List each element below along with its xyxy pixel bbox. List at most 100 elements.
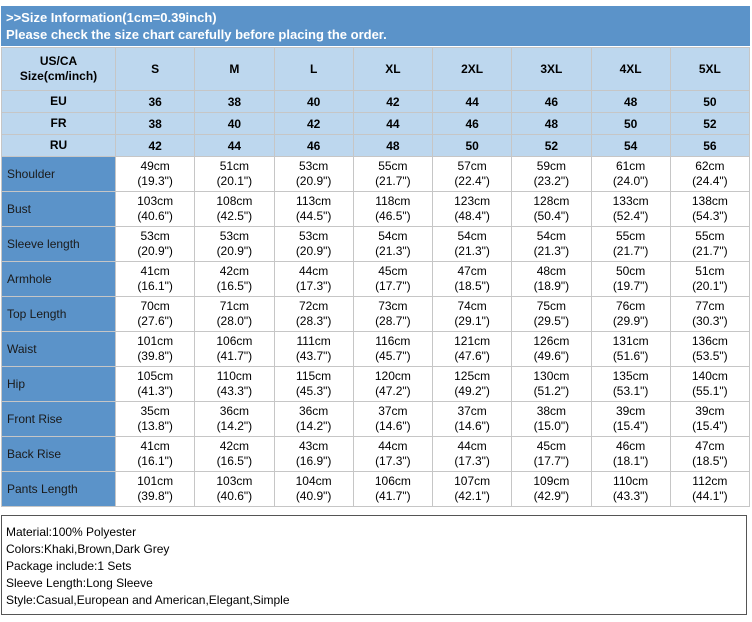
measurement-label: Back Rise [1,436,116,472]
measurement-inch: (18.5") [454,279,490,293]
measurement-cell: 118cm (46.5") [352,191,434,227]
size-header: XL [352,47,434,91]
measurement-inch: (17.3") [375,454,411,468]
measurement-cell: 77cm (30.3") [669,296,751,332]
measurement-inch: (44.1") [692,489,728,503]
measurement-cell: 125cm (49.2") [431,366,513,402]
measurement-inch: (29.9") [612,314,649,328]
regional-size-value: 36 [114,90,196,113]
measurement-cm: 118cm [375,194,411,208]
measurement-cm: 106cm [216,334,253,348]
measurement-cm: 131cm [612,334,649,348]
measurement-cell: 106cm (41.7") [194,331,275,367]
measurement-cell: 76cm (29.9") [590,296,671,332]
measurement-cm: 110cm [216,369,252,383]
measurement-cell: 106cm (41.7") [352,471,434,507]
measurement-cm: 49cm [140,159,170,173]
measurement-cell: 123cm (48.4") [431,191,513,227]
measurement-cm: 45cm [378,264,408,278]
measurement-inch: (51.6") [612,349,649,363]
measurement-cell: 130cm (51.2") [511,366,592,402]
measurement-row: Waist 101cm (39.8") 106cm (41.7") 111cm (43.7"… [1,331,751,367]
measurement-cm: 110cm [613,474,649,488]
size-header: 5XL [669,47,751,91]
regional-size-value: 42 [114,134,196,157]
measurement-inch: (14.6") [454,419,490,433]
size-info-banner: >>Size Information(1cm=0.39inch) Please … [1,6,750,46]
measurement-cm: 107cm [454,474,491,488]
regional-size-value: 52 [669,112,751,135]
measurement-cell: 42cm (16.5") [194,436,275,472]
regional-size-value: 50 [431,134,513,157]
measurement-cm: 133cm [612,194,649,208]
measurement-cm: 70cm [140,299,170,313]
regional-size-row: FR 38 40 42 44 46 48 50 52 [1,112,751,135]
measurement-inch: (19.7") [612,279,649,293]
measurement-cell: 121cm (47.6") [431,331,513,367]
measurement-cm: 37cm [457,404,487,418]
measurement-cell: 42cm (16.5") [194,261,275,297]
measurement-inch: (42.9") [533,489,570,503]
measurement-cm: 57cm [457,159,487,173]
measurement-inch: (18.1") [612,454,649,468]
measurement-inch: (20.9") [216,244,253,258]
measurement-inch: (17.7") [375,279,411,293]
measurement-cm: 130cm [533,369,570,383]
measurement-cell: 35cm (13.8") [114,401,196,437]
measurement-cm: 38cm [536,404,567,418]
measurement-row: Hip 105cm (41.3") 110cm (43.3") 115cm (45.3") 1… [1,366,751,402]
measurement-cm: 45cm [536,439,567,453]
measurement-cm: 59cm [536,159,567,173]
measurement-row: Sleeve length 53cm (20.9") 53cm (20.9") 53cm(… [1,226,751,262]
measurement-cell: 115cm (45.3") [273,366,354,402]
regional-size-value: 48 [511,112,592,135]
measurement-inch: (54.3") [692,209,728,223]
measurement-inch: (17.3") [454,454,490,468]
measurement-cell: 44cm (17.3") [273,261,354,297]
measurement-cm: 41cm [140,439,170,453]
measurement-cell: 39cm (15.4") [590,401,671,437]
measurement-inch: (17.7") [533,454,570,468]
measurement-inch: (17.3") [295,279,332,293]
measurement-label: Waist [1,331,116,367]
measurement-inch: (22.4") [454,174,490,188]
measurement-inch: (20.9") [295,244,332,258]
measurement-inch: (13.8") [137,419,173,433]
product-info-line: Style:Casual,European and American,Elega… [6,593,290,607]
corner-label-region: US/CA [39,54,78,68]
banner-notice: Please check the size chart carefully be… [6,27,387,42]
measurement-cm: 71cm [219,299,250,313]
measurement-cm: 105cm [137,369,174,383]
measurement-cm: 54cm [378,229,408,243]
regional-size-value: 50 [590,112,671,135]
measurement-inch: (39.8") [137,349,173,363]
measurement-label: Bust [1,191,116,227]
measurement-row: Bust 103cm (40.6") 108cm (42.5") 113cm (44.5")… [1,191,751,227]
measurement-inch: (29.5") [533,314,570,328]
measurement-cm: 47cm [457,264,487,278]
measurement-cm: 140cm [691,369,728,383]
corner-label: US/CA Size(cm/inch) [1,47,116,91]
measurement-cell: 51cm (20.1") [669,261,751,297]
measurement-cm: 54cm [457,229,487,243]
measurement-cm: 112cm [692,474,728,488]
measurement-label: Armhole [1,261,116,297]
measurement-cm: 62cm [695,159,725,173]
measurement-cell: 116cm (45.7") [352,331,434,367]
measurement-cm: 41cm [140,264,170,278]
product-info-box: Material:100% Polyester Colors:Khaki,Brow… [1,515,747,615]
measurement-inch: (23.2") [533,174,570,188]
measurement-cell: 110cm (43.3") [590,471,671,507]
measurement-cm: 35cm [140,404,170,418]
measurement-row: Armhole 41cm (16.1") 42cm (16.5") 44cm (17.3")… [1,261,751,297]
measurement-cm: 44cm [457,439,487,453]
measurement-inch: (41.7") [216,349,253,363]
measurement-cm: 44cm [298,264,329,278]
measurement-inch: (45.7") [375,349,411,363]
measurement-label: Hip [1,366,116,402]
measurement-cm: 53cm [298,229,329,243]
measurement-cell: 55cm (21.7") [590,226,671,262]
measurement-inch: (15.4") [692,419,728,433]
measurement-cell: 103cm (40.6") [194,471,275,507]
measurement-cell: 61cm (24.0") [590,156,671,192]
